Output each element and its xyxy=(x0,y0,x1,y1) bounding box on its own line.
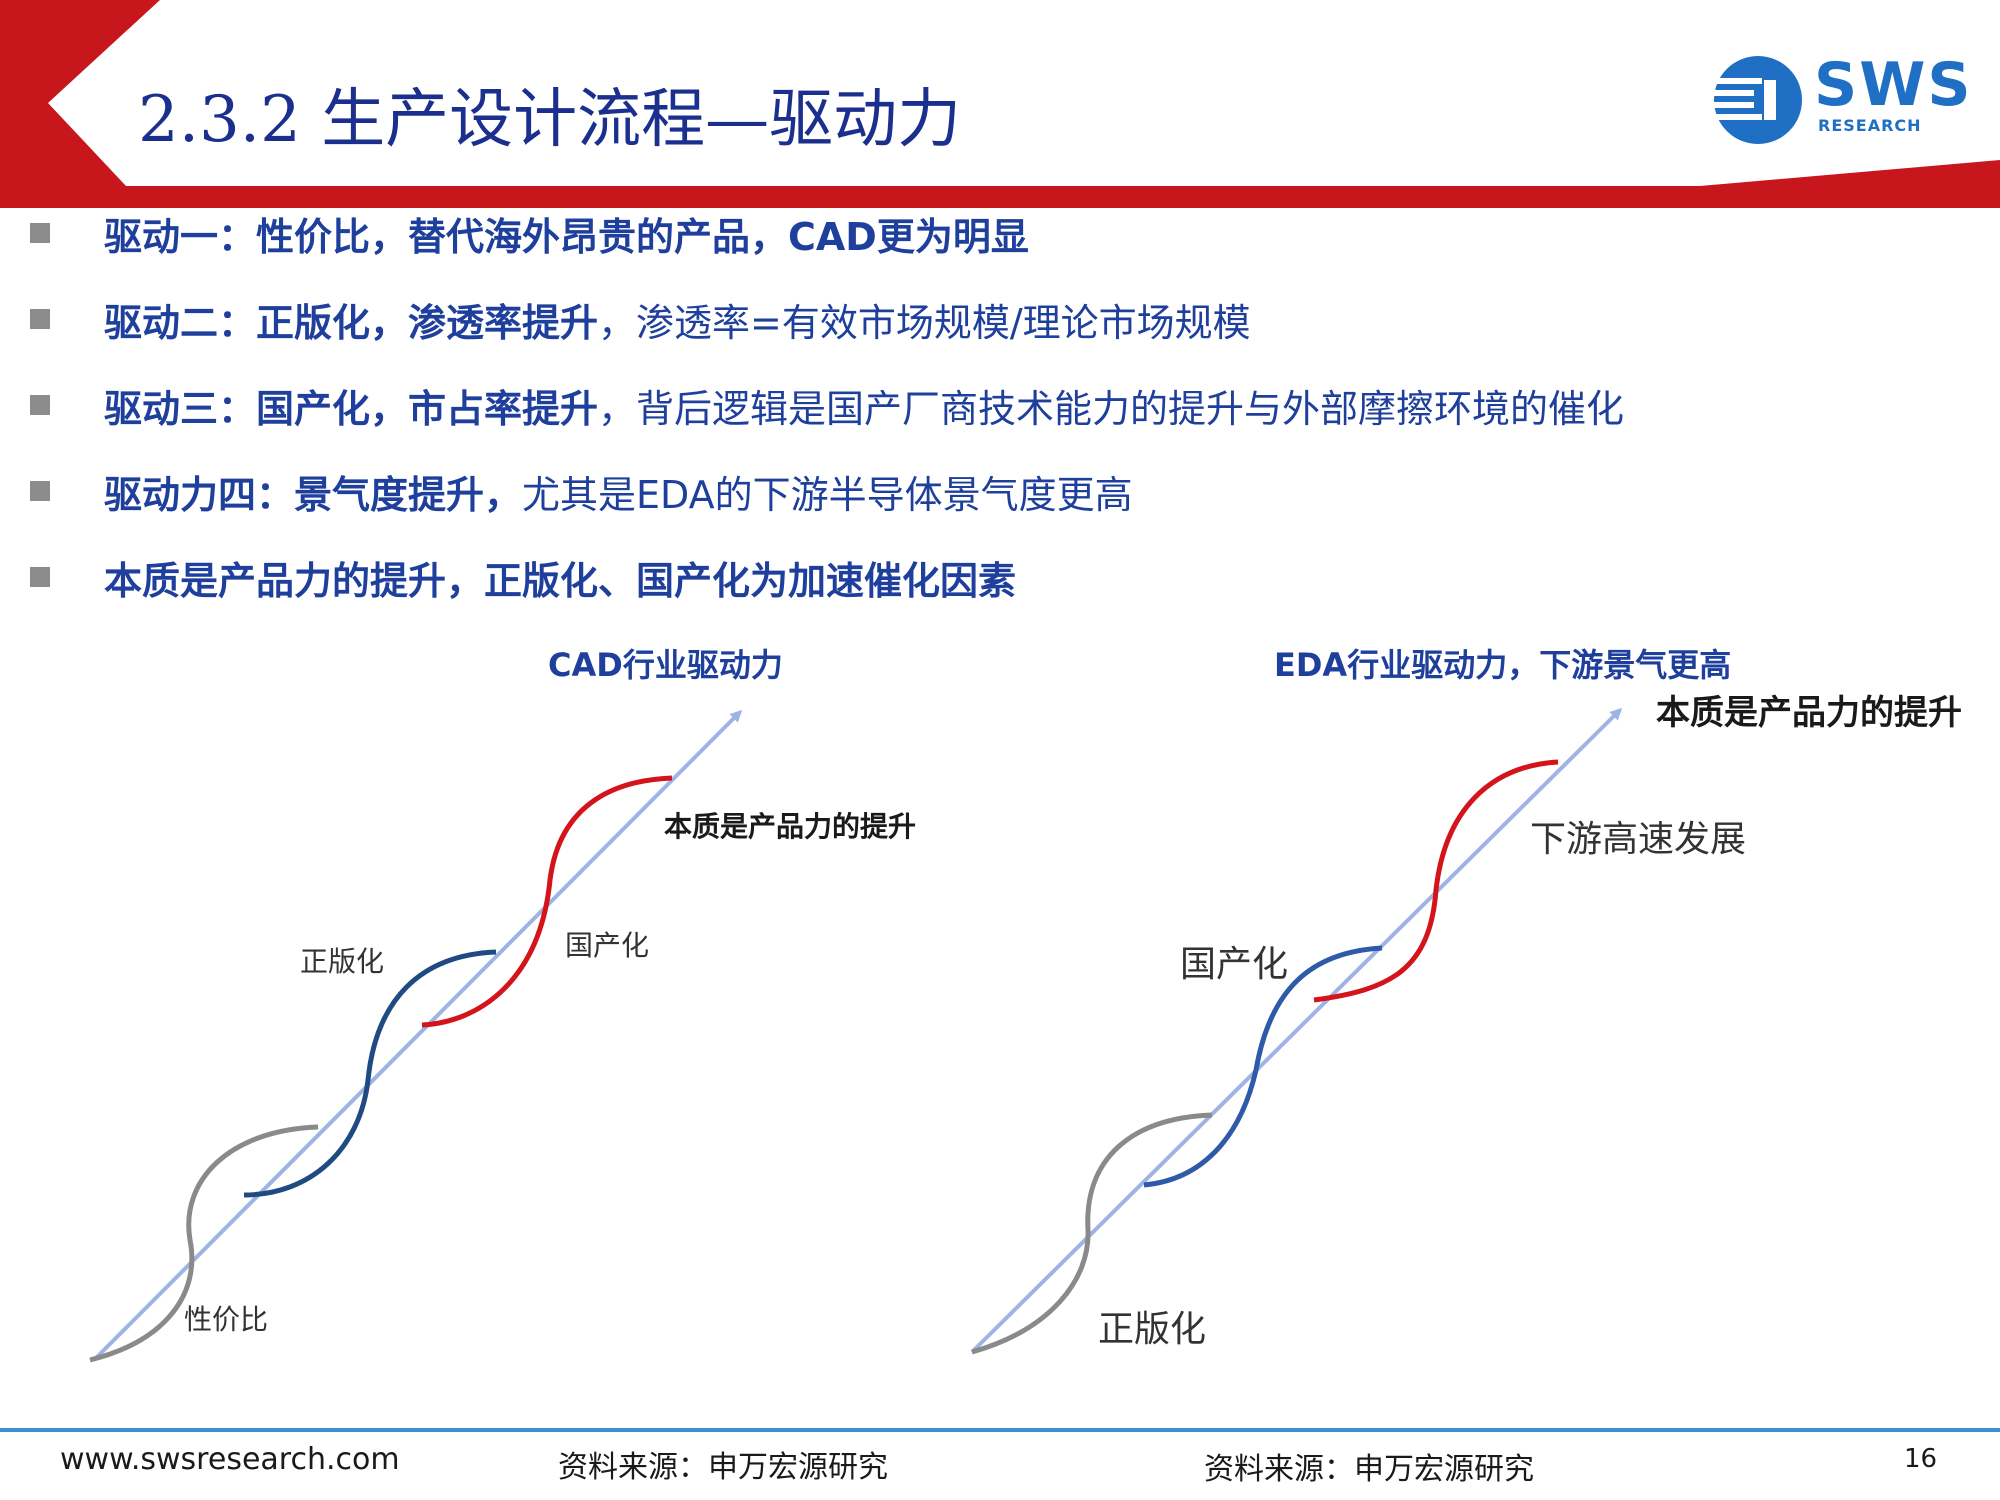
bullet-item: 驱动三：国产化，市占率提升 ，背后逻辑是国产厂商技术能力的提升与外部摩擦环境的催… xyxy=(30,375,1624,435)
sws-globe-icon xyxy=(1714,56,1802,144)
page-title: 2.3.2 生产设计流程—驱动力 xyxy=(138,83,962,157)
bullet-square-icon xyxy=(30,567,50,587)
bullet-bold-text: 本质是产品力的提升，正版化、国产化为加速催化因素 xyxy=(104,558,1017,603)
eda-stage3-label: 下游高速发展 xyxy=(1530,819,1747,860)
bullet-normal-text: 尤其是EDA的下游半导体景气度更高 xyxy=(522,472,1133,517)
eda-stage1-curve xyxy=(971,1112,1213,1355)
eda-stage2-curve xyxy=(1143,945,1383,1188)
cad-goal-label: 本质是产品力的提升 xyxy=(664,810,917,843)
eda-diagram-title: EDA行业驱动力，下游景气更高 xyxy=(1274,646,1732,684)
bullet-square-icon xyxy=(30,223,50,243)
bullet-square-icon xyxy=(30,395,50,415)
eda-stage1-label: 正版化 xyxy=(1098,1309,1207,1350)
bullet-bold-text: 驱动三：国产化，市占率提升 xyxy=(104,386,599,431)
cad-driver-diagram xyxy=(89,709,743,1363)
cad-stage3-curve xyxy=(421,775,673,1028)
cad-diagram-title: CAD行业驱动力 xyxy=(548,646,783,684)
bullet-bold-text: 驱动二：正版化，渗透率提升 xyxy=(104,300,599,345)
sws-logo: SWS RESEARCH xyxy=(1708,50,1971,150)
bullet-bold-text: 驱动力四：景气度提升， xyxy=(104,472,523,517)
logo-text: SWS xyxy=(1814,50,1973,120)
cad-stage1-label: 性价比 xyxy=(184,1303,269,1336)
footer-website-link[interactable]: www.swsresearch.com xyxy=(60,1442,400,1477)
cad-stage3-label: 国产化 xyxy=(565,929,650,962)
eda-driver-diagram xyxy=(970,707,1623,1355)
footer-divider xyxy=(0,1428,2000,1432)
bullet-normal-text: ，背后逻辑是国产厂商技术能力的提升与外部摩擦环境的催化 xyxy=(598,386,1625,431)
bullet-item: 本质是产品力的提升，正版化、国产化为加速催化因素 xyxy=(30,547,1016,607)
cad-growth-arrow xyxy=(92,709,743,1362)
header-background xyxy=(0,0,2000,208)
bullet-item: 驱动力四：景气度提升， 尤其是EDA的下游半导体景气度更高 xyxy=(30,461,1133,521)
eda-goal-label: 本质是产品力的提升 xyxy=(1656,693,1962,733)
bullet-normal-text: ，渗透率=有效市场规模/理论市场规模 xyxy=(598,300,1251,345)
cad-stage2-label: 正版化 xyxy=(300,945,385,978)
footer-source-left: 资料来源：申万宏源研究 xyxy=(558,1450,888,1485)
cad-stage2-curve xyxy=(243,949,497,1198)
eda-growth-arrow xyxy=(970,707,1623,1354)
logo-subtext: RESEARCH xyxy=(1818,116,1922,135)
bullet-item: 驱动一：性价比，替代海外昂贵的产品，CAD更为明显 xyxy=(30,203,1029,263)
bullet-square-icon xyxy=(30,481,50,501)
eda-stage3-curve xyxy=(1313,759,1559,1003)
bullet-bold-text: 驱动一：性价比，替代海外昂贵的产品，CAD更为明显 xyxy=(104,214,1029,259)
bullet-square-icon xyxy=(30,309,50,329)
page-number: 16 xyxy=(1904,1444,1938,1474)
cad-stage1-curve xyxy=(89,1124,319,1363)
footer-source-right: 资料来源：申万宏源研究 xyxy=(1204,1452,1534,1487)
bullet-item: 驱动二：正版化，渗透率提升 ，渗透率=有效市场规模/理论市场规模 xyxy=(30,289,1251,349)
eda-stage2-label: 国产化 xyxy=(1180,944,1289,985)
